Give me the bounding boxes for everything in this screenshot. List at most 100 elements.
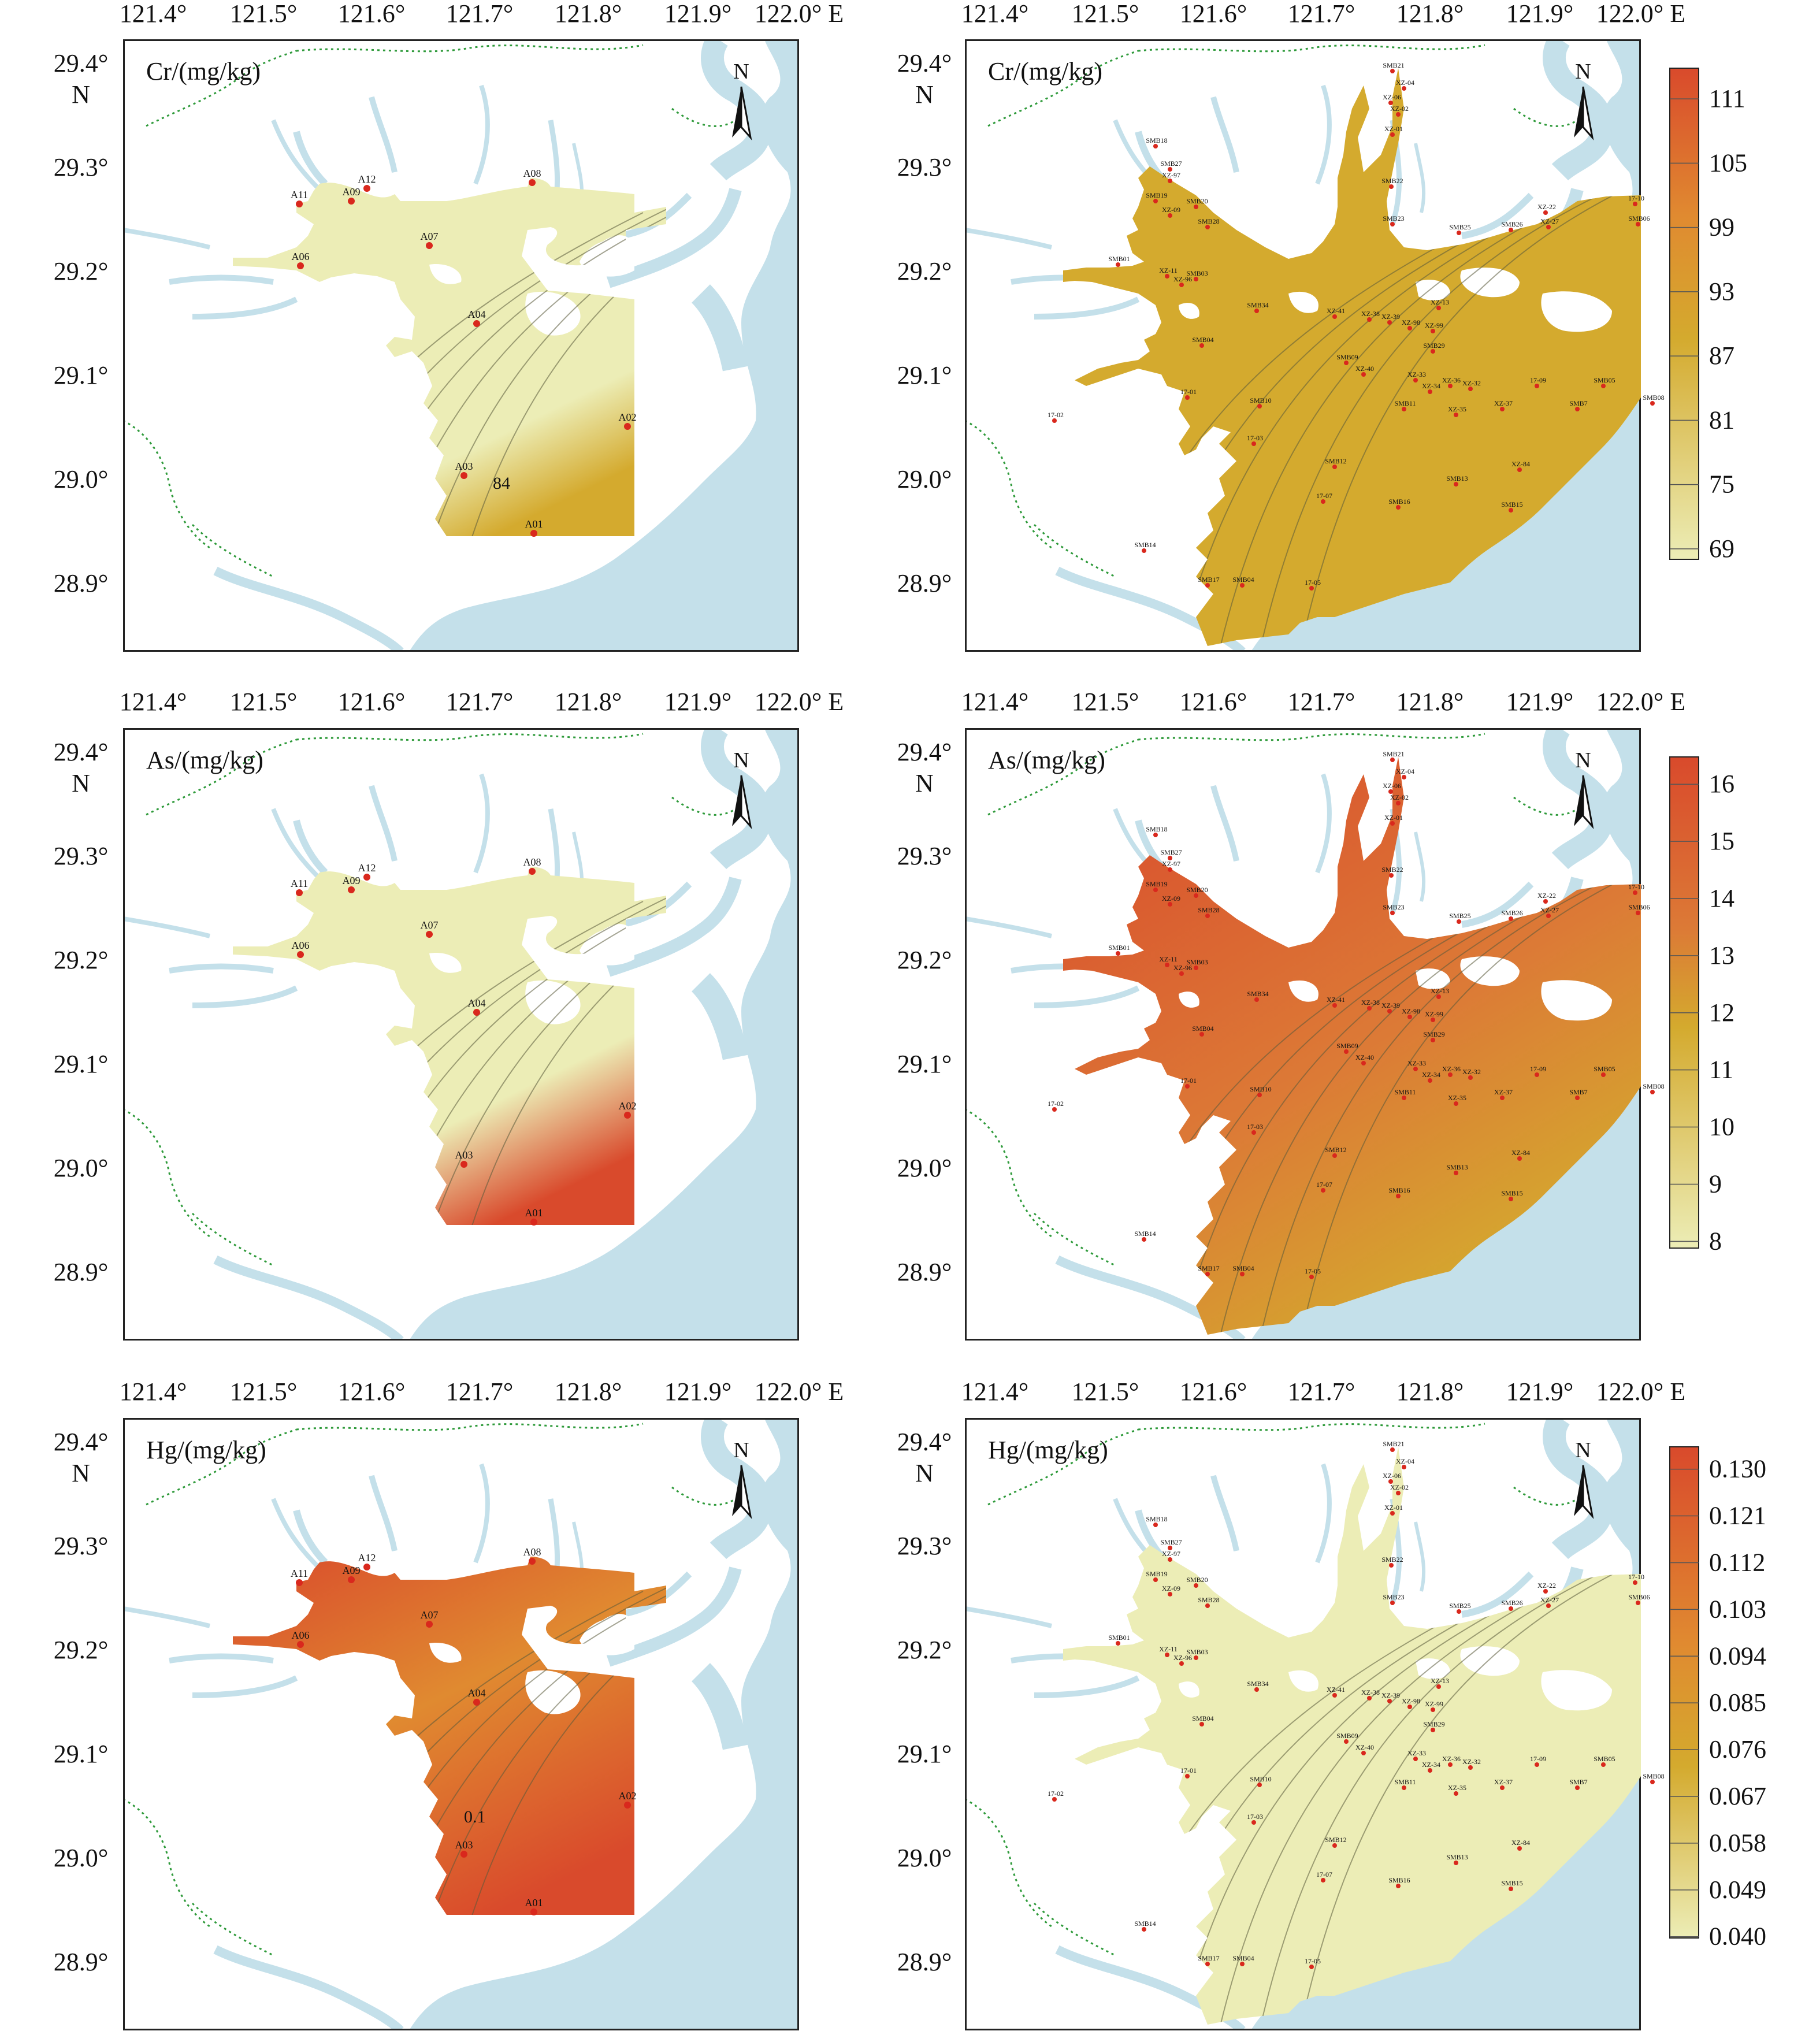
- sample-point: [1142, 1927, 1146, 1932]
- sample-point: [348, 198, 355, 205]
- lon-tick-label: 121.4°: [120, 1377, 187, 1406]
- sample-point: [1052, 1797, 1057, 1802]
- sample-point: [1543, 210, 1548, 215]
- lon-tick-label: 121.5°: [230, 688, 298, 716]
- sample-point-label: XZ-04: [1396, 767, 1414, 775]
- variable-label: Cr/(mg/kg): [146, 57, 261, 86]
- estuary-surface: [233, 1557, 666, 1915]
- sample-point: [1428, 389, 1432, 394]
- sample-point-label: A06: [292, 1629, 310, 1641]
- sample-point-label: SMB03: [1186, 269, 1208, 277]
- sample-point: [1396, 801, 1401, 805]
- sample-point: [1396, 1884, 1401, 1888]
- sample-point: [1205, 583, 1210, 588]
- contour-value-label: 84: [493, 474, 510, 493]
- sample-point: [1431, 329, 1435, 333]
- sample-point-label: XZ-38: [1361, 310, 1380, 318]
- legend-label: 13: [1709, 941, 1734, 970]
- sample-point: [297, 951, 304, 958]
- sample-point-label: SMB08: [1643, 393, 1664, 402]
- sample-point: [1390, 1447, 1395, 1452]
- sample-point-label: SMB18: [1146, 825, 1167, 833]
- legend-label: 105: [1709, 148, 1747, 177]
- sample-point: [363, 874, 370, 881]
- sample-point-label: SMB19: [1146, 1570, 1167, 1578]
- variable-label: Cr/(mg/kg): [988, 57, 1102, 86]
- sample-point-label: XZ-02: [1390, 793, 1409, 801]
- legend-ramp: [1669, 1446, 1699, 1939]
- legend-label: 0.121: [1709, 1502, 1766, 1530]
- sample-point: [1390, 821, 1395, 826]
- lon-tick-label: 121.6°: [338, 0, 406, 28]
- lat-tick-label: 29.4°: [897, 49, 952, 77]
- lon-tick-label: 121.7°: [1288, 0, 1355, 28]
- lat-tick-label: 29.3°: [54, 153, 109, 181]
- map-frame: Cr/(mg/kg) SMB21 XZ-04 XZ-06 XZ-02 XZ-01 SMB18…: [965, 39, 1665, 652]
- sample-point-label: XZ-02: [1390, 105, 1409, 113]
- sample-point: [1428, 1078, 1432, 1083]
- sample-point: [1509, 508, 1513, 513]
- sample-point: [1407, 326, 1412, 331]
- sample-point: [1402, 1465, 1406, 1469]
- sample-point: [1344, 361, 1349, 365]
- sample-point: [1240, 1962, 1245, 1966]
- sample-point: [1509, 1606, 1513, 1611]
- sample-point-label: XZ-22: [1537, 892, 1556, 900]
- sample-point-label: A07: [421, 231, 439, 242]
- sample-point-label: XZ-39: [1381, 313, 1400, 321]
- sample-point: [1332, 314, 1337, 319]
- sample-point: [473, 1699, 480, 1706]
- sample-point: [1633, 1580, 1637, 1585]
- sample-point: [1431, 1707, 1435, 1712]
- sample-point: [1153, 1577, 1158, 1582]
- sample-point: [1468, 1765, 1473, 1770]
- sample-point-label: SMB05: [1594, 1755, 1615, 1763]
- sample-point-label: SMB12: [1325, 1146, 1346, 1154]
- sample-point-label: XZ-40: [1355, 1053, 1374, 1061]
- sample-point-label: SMB13: [1446, 1163, 1468, 1171]
- legend-label: 10: [1709, 1113, 1734, 1141]
- lon-tick-label: 121.6°: [1180, 1377, 1247, 1406]
- sample-point-label: XZ-34: [1422, 1071, 1440, 1079]
- legend-label: 16: [1709, 770, 1734, 798]
- sample-point: [1500, 1785, 1505, 1790]
- sample-point: [1168, 1592, 1172, 1596]
- sample-point: [1389, 1563, 1394, 1568]
- lon-tick-label: 121.8°: [555, 1377, 622, 1406]
- variable-label: As/(mg/kg): [988, 746, 1105, 774]
- sample-point-label: SMB34: [1247, 1680, 1268, 1688]
- sample-point-label: XZ-96: [1173, 275, 1192, 283]
- sample-point: [1116, 1641, 1120, 1646]
- sample-point-label: SMB27: [1160, 848, 1182, 856]
- map-frame: As/(mg/kg) SMB21 XZ-04 XZ-06 XZ-02 XZ-01 SMB18…: [965, 728, 1665, 1341]
- sample-point-label: XZ-34: [1422, 1761, 1440, 1769]
- sample-point-label: SMB22: [1381, 1555, 1403, 1564]
- sample-point-label: SMB29: [1423, 1720, 1444, 1728]
- sample-point: [1390, 758, 1395, 762]
- sample-point-label: SMB16: [1388, 1876, 1410, 1884]
- sample-point-label: SMB06: [1628, 214, 1650, 222]
- lat-tick-label: 29.4°: [897, 738, 952, 766]
- sample-point: [1367, 1006, 1372, 1011]
- lat-tick-label: 29.3°: [54, 1532, 109, 1560]
- sample-point-label: SMB11: [1395, 1778, 1416, 1786]
- sample-point: [1509, 916, 1513, 921]
- sample-point-label: SMB20: [1186, 197, 1208, 205]
- lon-tick-label: 121.6°: [1180, 688, 1247, 716]
- sample-point-label: XZ-11: [1159, 266, 1178, 274]
- lat-hemisphere-label: N: [915, 769, 934, 797]
- sample-point: [1254, 997, 1259, 1002]
- sample-point: [460, 1161, 467, 1168]
- sample-point-label: XZ-98: [1402, 1697, 1420, 1705]
- sample-point-label: XZ-97: [1162, 860, 1180, 868]
- sample-point-label: SMB03: [1186, 958, 1208, 966]
- sample-point-label: 17-07: [1316, 1180, 1332, 1189]
- sample-point-label: A11: [291, 189, 308, 200]
- sample-point-label: XZ-32: [1462, 379, 1481, 387]
- sample-point: [1543, 899, 1548, 904]
- sample-point: [1205, 225, 1210, 229]
- sample-point-label: XZ-41: [1327, 1685, 1345, 1694]
- sample-point-label: SMB28: [1198, 906, 1219, 914]
